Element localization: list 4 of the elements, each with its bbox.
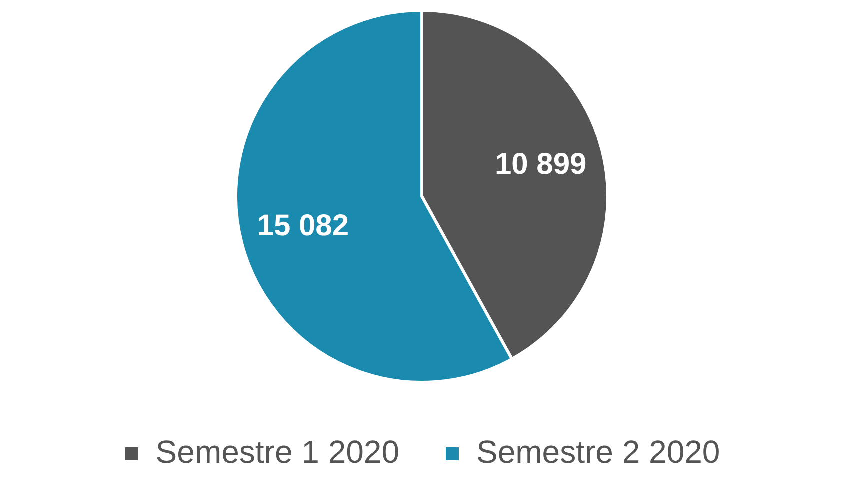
data-label: 15 082: [257, 209, 350, 242]
legend-label: Semestre 1 2020: [156, 434, 400, 470]
data-label: 10 899: [494, 148, 587, 182]
legend-label: Semestre 2 2020: [476, 434, 720, 470]
